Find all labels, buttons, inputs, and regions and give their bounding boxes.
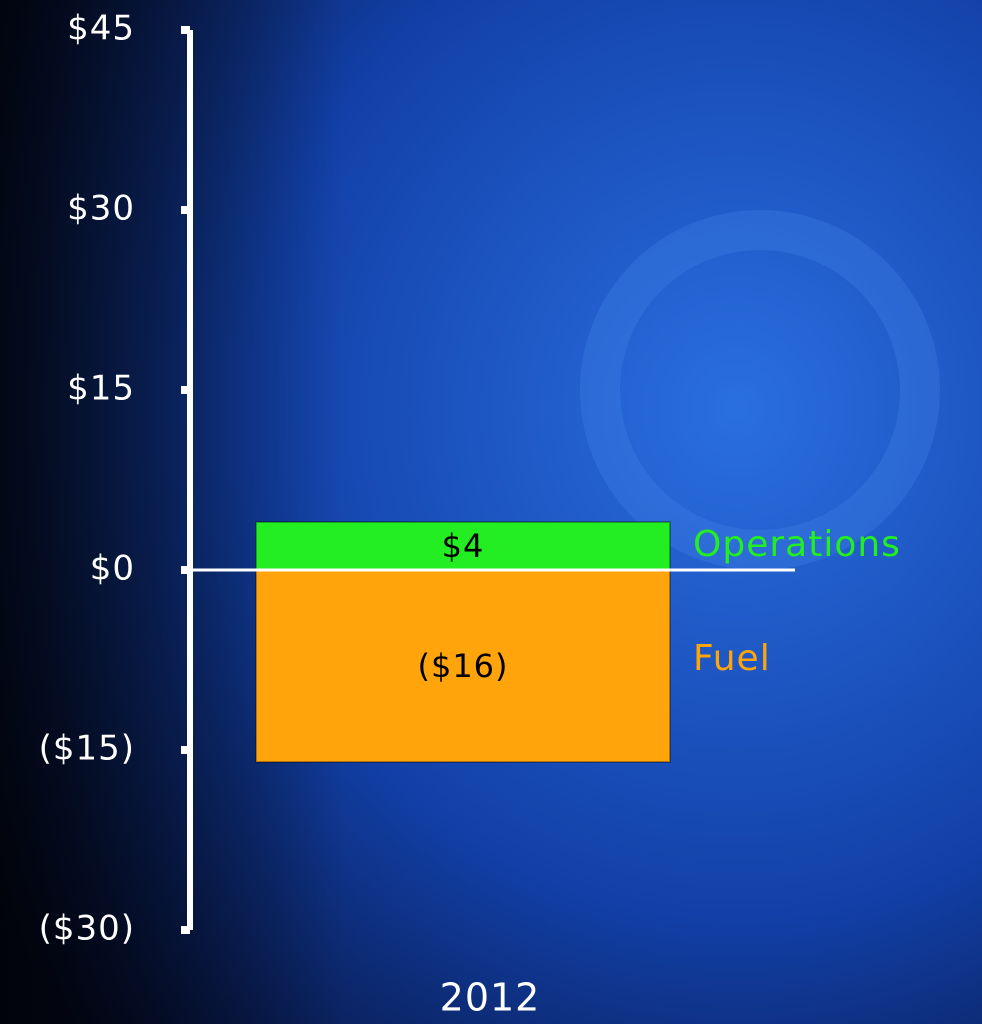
y-tick [181, 26, 190, 34]
y-tick [181, 566, 190, 574]
bar-segment [255, 569, 671, 763]
y-tick-label: $15 [67, 369, 135, 409]
background-decoration [580, 210, 940, 570]
value-label: $4 [442, 527, 485, 565]
y-tick [181, 386, 190, 394]
y-tick-label: ($15) [39, 729, 135, 769]
y-tick-label: $0 [90, 549, 135, 589]
y-tick-label: ($30) [39, 909, 135, 949]
legend-label: Operations [693, 524, 901, 565]
y-tick [181, 206, 190, 214]
x-tick-label: 2012 [440, 976, 541, 1020]
y-tick-label: $45 [67, 9, 135, 49]
legend-label: Fuel [693, 638, 771, 679]
value-label: ($16) [417, 647, 508, 685]
y-tick [181, 746, 190, 754]
y-tick [181, 926, 190, 934]
y-tick-label: $30 [67, 189, 135, 229]
